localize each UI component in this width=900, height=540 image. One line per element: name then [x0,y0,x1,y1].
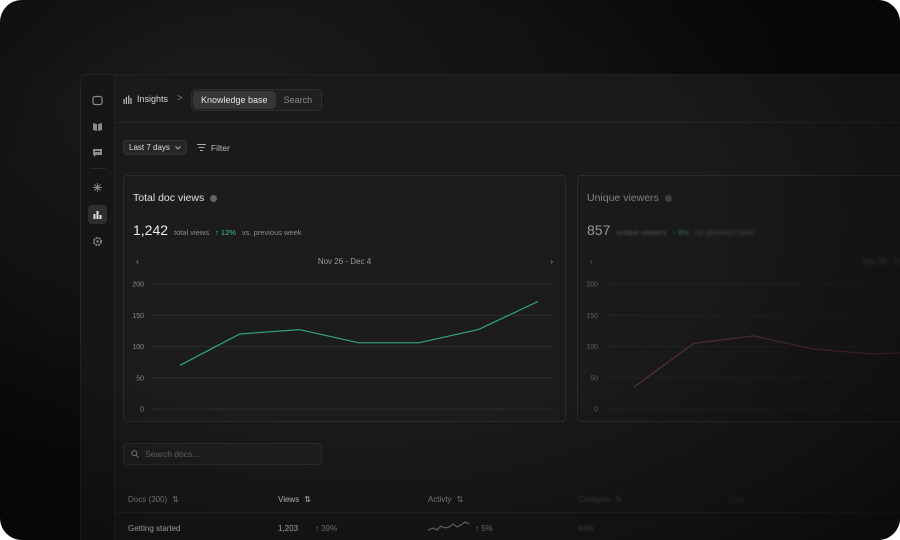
card-title: Total doc views [133,192,218,204]
stat-value: 1,242 [133,222,169,238]
inbox-icon[interactable] [88,91,107,110]
search-icon [131,450,139,458]
doc-title[interactable]: Getting started [128,524,181,533]
views-line-chart: 200 150 100 50 0 [132,282,554,414]
series-line [179,300,539,366]
column-activity[interactable]: Activty ⇅ [428,495,463,504]
y-tick-label: 0 [140,407,144,414]
gear-icon[interactable] [88,232,107,251]
stat-value: 857 [587,222,611,238]
next-range-button[interactable]: › [550,257,553,266]
sort-icon: ⇅ [172,495,179,504]
date-range-dropdown[interactable]: Last 7 days [123,140,187,155]
series-line [633,335,900,388]
breadcrumb[interactable]: Insights [123,94,168,104]
views-delta-value: 39% [321,524,338,533]
column-label: Category [578,495,611,504]
category-badge: Intro [578,524,595,533]
column-category[interactable]: Category ⇅ [578,495,622,504]
view-switcher: Knowledge base Search [191,89,323,111]
views-count: 1,203 [278,524,299,533]
activity-sparkline [428,521,470,531]
card-title: Unique viewers [587,192,672,204]
column-label: Activty [428,495,452,504]
app-window: Insights > Knowledge base Search Last 7 … [80,74,900,540]
chevron-down-icon [175,145,181,150]
total-doc-views-card: Total doc views 1,242 total views ↑ 12% … [123,175,566,422]
column-label: Docs (300) [128,495,168,504]
stat-delta-value: 8% [678,228,690,237]
column-label: Views [278,495,300,504]
stat-delta: ↑ 8% [672,228,690,237]
sparkle-icon[interactable] [88,178,107,197]
activity-delta: ↑ 5% [475,524,493,533]
stat-caption: unique viewers [616,228,667,237]
y-tick-label: 200 [586,282,598,289]
sort-icon: ⇅ [304,495,311,504]
main-content: Insights > Knowledge base Search Last 7 … [115,75,900,540]
tab-search[interactable]: Search [283,95,313,105]
y-tick-label: 150 [132,313,144,320]
y-tick-label: 50 [590,375,598,382]
stat-caption: total views [174,228,210,237]
y-tick-label: 150 [586,313,598,320]
date-range-label: Last 7 days [129,143,170,152]
chat-icon[interactable] [88,143,107,162]
info-icon[interactable] [664,194,672,202]
stat-row: 857 unique viewers ↑ 8% vs. previous wee… [587,222,755,238]
sort-icon: ⇅ [615,495,623,504]
viewers-line-chart: 200 150 100 50 0 [586,282,900,414]
book-icon[interactable] [88,117,107,136]
card-title-text: Unique viewers [587,192,659,204]
bar-chart-icon [123,95,132,104]
range-label: Nov 26 - Dec 4 [317,257,372,266]
stat-row: 1,242 total views ↑ 12% vs. previous wee… [133,222,302,238]
top-bar: Insights > Knowledge base Search [115,75,900,123]
column-docs[interactable]: Docs (300) ⇅ [128,495,179,504]
search-box [123,443,322,465]
sort-icon: ⇅ [456,495,464,504]
rail-divider [90,168,106,169]
card-title-text: Total doc views [133,192,205,204]
stat-delta-value: 12% [220,228,236,237]
activity-delta-value: 5% [481,524,493,533]
y-tick-label: 100 [132,344,144,351]
info-icon[interactable] [210,194,218,202]
filter-button[interactable]: Filter [196,142,230,153]
column-views[interactable]: Views ⇅ [278,495,311,504]
unique-viewers-card: Unique viewers 857 unique viewers ↑ 8% v… [577,175,900,422]
y-tick-label: 0 [594,407,598,414]
table-header: Docs (300) ⇅ Views ⇅ Activty ⇅ Category … [115,485,900,513]
column-type[interactable]: Type [728,495,745,504]
toolbar: Last 7 days Filter [123,140,230,155]
y-tick-label: 50 [136,375,144,382]
y-tick-label: 200 [132,282,144,289]
views-delta: ↑ 39% [315,524,338,533]
filter-icon [196,144,206,151]
stat-delta-caption: vs. previous week [695,228,755,237]
filter-label: Filter [210,142,230,153]
chevron-right-icon: > [177,93,183,104]
y-tick-label: 100 [586,344,598,351]
stat-delta-caption: vs. previous week [241,228,302,237]
table-row[interactable]: Getting started 1,203 ↑ 39% ↑ 5% Intro [115,513,900,540]
prev-range-button[interactable]: ‹ [590,257,593,266]
stat-delta: ↑ 12% [215,228,236,237]
nav-rail [81,75,115,540]
breadcrumb-label: Insights [137,94,169,104]
tab-knowledge-base[interactable]: Knowledge base [193,91,276,109]
search-input[interactable] [145,449,305,459]
column-label: Type [728,495,746,504]
range-label: Nov 26 - Dec 4 [861,257,900,266]
analytics-icon[interactable] [88,205,107,224]
